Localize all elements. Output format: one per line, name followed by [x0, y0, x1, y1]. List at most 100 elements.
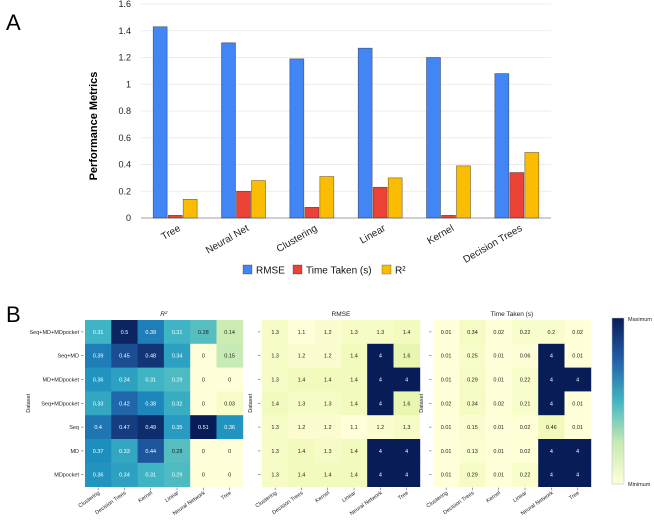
- heatmap-rmse-cell: [393, 439, 421, 464]
- bar-x-tick-label: Kernel: [425, 223, 456, 247]
- heatmap-time-taken-s-cell: [538, 415, 565, 440]
- heatmap-time-taken-s-cell: [485, 462, 513, 487]
- heatmap-time-taken-s-cell: [564, 462, 592, 487]
- heatmap-r-2-cell: [190, 391, 217, 416]
- bar-r-decision-trees: [524, 152, 540, 219]
- heatmap-r-2-cell: [137, 320, 165, 345]
- heatmap-time-taken-s-cell-value: 0.01: [441, 354, 452, 360]
- bar-rmse-neural-net: [221, 42, 236, 219]
- heatmap-r-2-cell: [163, 320, 191, 345]
- heatmap-r-2-cell: [190, 343, 217, 368]
- heatmap-rmse-cell-value: 1.1: [350, 425, 358, 431]
- heatmap-rmse-cell-value: 1.4: [350, 473, 358, 479]
- heatmap-time-taken-s-cell: [511, 415, 539, 440]
- heatmap-time-taken-s-cell-value: 0.01: [441, 378, 452, 384]
- heatmap-time-taken-s-cell-value: 0.02: [493, 401, 504, 407]
- heatmap-time-taken-s-cell: [538, 439, 565, 464]
- heatmap-time-taken-s-cell: [485, 439, 513, 464]
- heatmap-time-taken-s-cell-value: 0.01: [572, 401, 583, 407]
- heatmap-time-taken-s-cell: [485, 343, 513, 368]
- bar-r-neural-net: [251, 180, 266, 219]
- heatmap-r-2-row-label: MD: [70, 449, 79, 455]
- heatmap-time-taken-s-cell-value: 0.01: [441, 473, 452, 479]
- heatmap-time-taken-s-cell-value: 4: [576, 378, 579, 384]
- heatmap-rmse-cell: [367, 415, 394, 440]
- heatmap-rmse-cell: [340, 367, 368, 392]
- bar-r-tree: [182, 198, 198, 219]
- heatmap-r-2-cell-value: 0.49: [145, 425, 156, 431]
- heatmap-rmse-cell: [262, 462, 289, 487]
- heatmap-rmse-cell: [314, 320, 342, 345]
- heatmap-rmse-cell-value: 1.3: [271, 354, 279, 360]
- legend-label-rmse: RMSE: [256, 266, 285, 277]
- heatmap-r-2-cell-value: 0.44: [145, 449, 156, 455]
- heatmap-r-2-cell-value: 0.33: [119, 449, 130, 455]
- heatmap-rmse-cell: [367, 439, 394, 464]
- heatmap-r-2-row-label: MD+MDpocket: [42, 378, 79, 384]
- heatmap-rmse-cell: [393, 367, 421, 392]
- heatmap-r-2-cell-value: 0.28: [172, 449, 183, 455]
- heatmap-rmse-cell-value: 1.2: [298, 425, 306, 431]
- heatmap-r-2-cell-value: 0.14: [224, 330, 235, 336]
- heatmap-r-2-cell: [163, 343, 191, 368]
- bar-rmse-clustering: [289, 58, 305, 219]
- heatmap-r-2-cell-value: 0: [202, 378, 205, 384]
- heatmap-time-taken-s-cell-value: 0.06: [520, 354, 531, 360]
- heatmap-rmse-cell-value: 4: [405, 473, 408, 479]
- heatmap-r-2-cell: [85, 320, 112, 345]
- heatmap-rmse-cell-value: 1.4: [350, 401, 358, 407]
- heatmap-time-taken-s-cell-value: 0.02: [520, 425, 531, 431]
- bar-time-taken-s-linear: [372, 186, 388, 219]
- heatmap-rmse-title: RMSE: [332, 311, 351, 318]
- bar-time-taken-s-tree: [167, 215, 183, 219]
- heatmap-rmse-cell: [367, 462, 394, 487]
- heatmap-time-taken-s-cell: [511, 462, 539, 487]
- heatmap-rmse-cell: [262, 367, 289, 392]
- heatmap-r-2-cell: [190, 367, 217, 392]
- heatmap-r-2-cell-value: 0.34: [172, 354, 183, 360]
- heatmap-r-2-cell-value: 0.28: [198, 330, 209, 336]
- bar-time-taken-s-clustering: [304, 207, 320, 219]
- heatmap-rmse-cell-value: 1.3: [271, 330, 279, 336]
- heatmap-rmse-cell: [367, 367, 394, 392]
- heatmap-time-taken-s-cell-value: 4: [576, 449, 579, 455]
- heatmap-r-2-cell-value: 0.48: [145, 354, 156, 360]
- heatmap-rmse-cell-value: 1.3: [403, 425, 411, 431]
- heatmap-rmse-cell-value: 1.3: [298, 401, 306, 407]
- heatmap-time-taken-s-cell-value: 0.01: [493, 378, 504, 384]
- heatmap-time-taken-s-cell-value: 0.34: [467, 330, 478, 336]
- heatmap-time-taken-s-cell: [485, 415, 513, 440]
- heatmap-rmse-cell: [314, 462, 342, 487]
- heatmap-r-2-cell: [85, 462, 112, 487]
- heatmap-r-2-cell-value: 0.39: [145, 330, 156, 336]
- heatmap-time-taken-s-col-label: Linear: [512, 490, 528, 504]
- bar-y-tick-label: 0.6: [118, 133, 131, 143]
- legend-swatch-r: [381, 264, 392, 275]
- bar-y-tick-label: 0.4: [118, 160, 131, 170]
- heatmap-time-taken-s-cell: [459, 462, 486, 487]
- heatmap-time-taken-s-cell: [433, 343, 460, 368]
- heatmap-time-taken-s: Time Taken (s) Dataset 0.01 0.34 0.02 0.22 0.2…: [419, 311, 592, 517]
- bar-x-tick-label: Neural Net: [204, 223, 251, 257]
- heatmap-r-2-cell: [216, 415, 244, 440]
- heatmap-rmse-cell: [314, 343, 342, 368]
- heatmap-rmse-cell: [367, 343, 394, 368]
- heatmap-rmse-cell-value: 1.1: [298, 330, 306, 336]
- heatmap-rmse-cell: [262, 415, 289, 440]
- heatmap-rmse-cell: [393, 415, 421, 440]
- heatmap-time-taken-s-cell: [433, 439, 460, 464]
- heatmap-r-2-cell: [85, 439, 112, 464]
- heatmap-rmse-cell: [288, 367, 315, 392]
- heatmap-r-2-cell-value: 0.15: [224, 354, 235, 360]
- heatmap-rmse-cell-value: 1.4: [324, 378, 332, 384]
- heatmap-time-taken-s-cell: [511, 439, 539, 464]
- colorbar: Maximum Minimum: [611, 317, 652, 488]
- heatmap-time-taken-s-cell: [564, 343, 592, 368]
- heatmap-time-taken-s-title: Time Taken (s): [491, 311, 534, 318]
- heatmap-r-2-cell: [190, 320, 217, 345]
- heatmap-rmse-cell-value: 1.4: [324, 473, 332, 479]
- heatmap-rmse-cell: [262, 391, 289, 416]
- heatmap-time-taken-s-cell-value: 0.34: [467, 401, 478, 407]
- heatmap-time-taken-s-y-axis-label: Dataset: [419, 393, 425, 412]
- heatmap-r-2-cell-value: 0.36: [93, 473, 104, 479]
